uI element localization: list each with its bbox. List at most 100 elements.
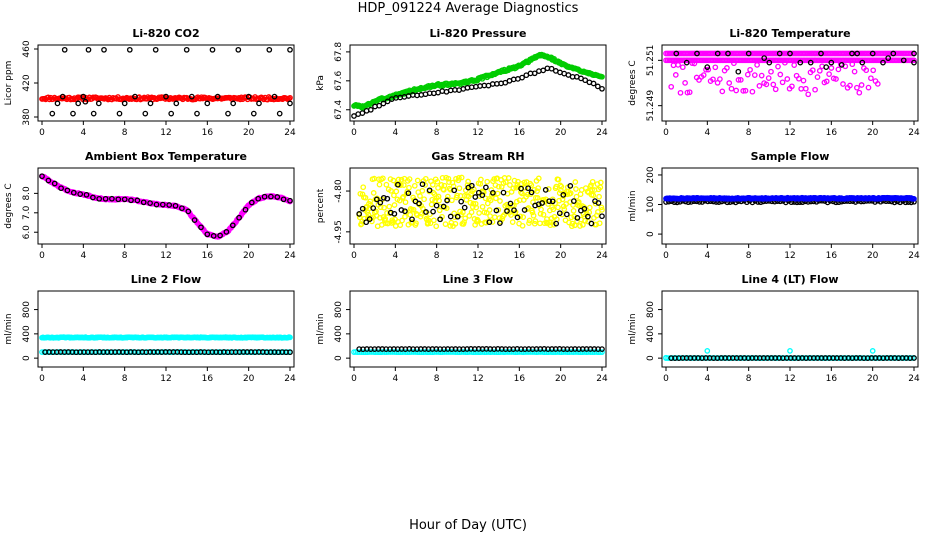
data-point <box>407 211 414 218</box>
data-point <box>359 110 366 116</box>
x-tick-label: 24 <box>284 128 296 138</box>
data-point <box>402 208 408 215</box>
y-axis-label: percent <box>316 188 326 223</box>
y-tick-label: 0 <box>646 355 656 361</box>
data-point <box>64 187 71 194</box>
data-point <box>549 198 556 205</box>
data-point <box>210 233 217 239</box>
y-tick-label: 51.251 <box>646 45 656 76</box>
panel-title: Gas Stream RH <box>431 150 524 163</box>
x-tick-label: 20 <box>867 128 879 138</box>
data-point <box>567 190 574 197</box>
data-point <box>589 186 595 193</box>
data-point <box>870 67 877 74</box>
data-point <box>487 213 493 219</box>
x-tick-label: 12 <box>784 128 795 138</box>
data-point <box>434 178 441 185</box>
data-point <box>874 81 881 87</box>
data-point <box>470 200 477 207</box>
chart-panel-1: Li-820 CO2 0 4 8 12 16 20 24 380 420 460 Licor ppm <box>4 27 296 138</box>
data-point <box>745 50 752 57</box>
data-point <box>391 210 398 217</box>
data-point <box>380 175 386 182</box>
data-point <box>465 178 471 185</box>
data-point <box>387 176 394 182</box>
data-point <box>109 195 115 202</box>
plot-frame <box>349 290 607 368</box>
panel-title: Line 2 Flow <box>131 273 201 286</box>
x-tick-label: 16 <box>202 128 214 138</box>
series-rh-black <box>356 181 605 227</box>
x-tick-label: 16 <box>514 251 526 261</box>
data-point <box>816 67 823 74</box>
y-tick-label: 67.4 <box>334 99 344 119</box>
data-point <box>413 220 419 227</box>
chart-panel-5: Gas Stream RH 0 4 8 12 16 20 24 -4.80 -4.95 percen… <box>316 150 608 261</box>
data-point <box>675 62 681 68</box>
data-point <box>859 59 866 66</box>
data-point <box>421 196 427 203</box>
data-point <box>563 211 570 218</box>
data-point <box>567 183 574 189</box>
data-point <box>358 221 365 227</box>
data-point <box>547 222 554 229</box>
x-tick-label: 20 <box>243 251 255 261</box>
chart-panel-9: Line 4 (LT) Flow 0 4 8 12 16 20 24 0 400 800 ml/min <box>628 273 920 384</box>
x-tick-label: 12 <box>784 251 795 261</box>
x-tick-label: 0 <box>39 374 45 384</box>
data-point <box>560 192 567 198</box>
data-point <box>507 200 514 207</box>
data-point <box>435 185 441 191</box>
data-point <box>370 190 377 196</box>
series-co2-red <box>39 94 293 103</box>
data-point <box>807 59 814 66</box>
data-point <box>599 346 605 352</box>
data-point <box>454 213 461 220</box>
data-point <box>439 174 446 181</box>
data-point <box>514 214 521 221</box>
data-point <box>468 209 475 216</box>
data-point <box>406 176 413 182</box>
data-point <box>770 81 777 88</box>
data-point <box>59 93 66 100</box>
y-axis-label: ml/min <box>628 313 638 344</box>
y-tick-label: -4.95 <box>334 220 344 243</box>
data-point <box>670 62 677 69</box>
x-tick-label: 24 <box>284 251 296 261</box>
page-title: HDP_091224 Average Diagnostics <box>357 1 579 16</box>
data-point <box>714 50 721 57</box>
series-pressure-black <box>351 65 605 119</box>
data-point <box>39 173 45 180</box>
data-point <box>386 203 393 210</box>
data-point <box>433 202 440 209</box>
data-point <box>686 89 693 96</box>
y-tick-label: 7.0 <box>22 205 32 220</box>
series-line4-black <box>668 355 917 361</box>
data-point <box>765 75 772 81</box>
x-tick-label: 24 <box>908 374 920 384</box>
data-point <box>75 100 82 107</box>
data-point <box>455 177 462 184</box>
data-point <box>672 72 679 78</box>
data-point <box>885 55 892 61</box>
data-point <box>787 50 793 57</box>
data-point <box>83 191 90 198</box>
data-point <box>599 213 605 220</box>
x-tick-label: 0 <box>663 374 669 384</box>
data-point <box>592 200 599 207</box>
data-point <box>849 50 855 57</box>
data-point <box>847 82 853 89</box>
data-point <box>911 355 917 361</box>
data-point <box>406 184 412 191</box>
x-tick-label: 8 <box>122 374 128 384</box>
x-tick-label: 16 <box>202 374 214 384</box>
x-tick-label: 0 <box>39 251 45 261</box>
data-point <box>798 85 805 92</box>
data-point <box>458 198 465 205</box>
data-point <box>159 201 166 208</box>
data-point <box>214 93 221 100</box>
plot-frame <box>37 44 295 122</box>
y-tick-label: 200 <box>646 166 656 183</box>
data-point <box>163 93 169 100</box>
x-tick-label: 16 <box>826 251 838 261</box>
